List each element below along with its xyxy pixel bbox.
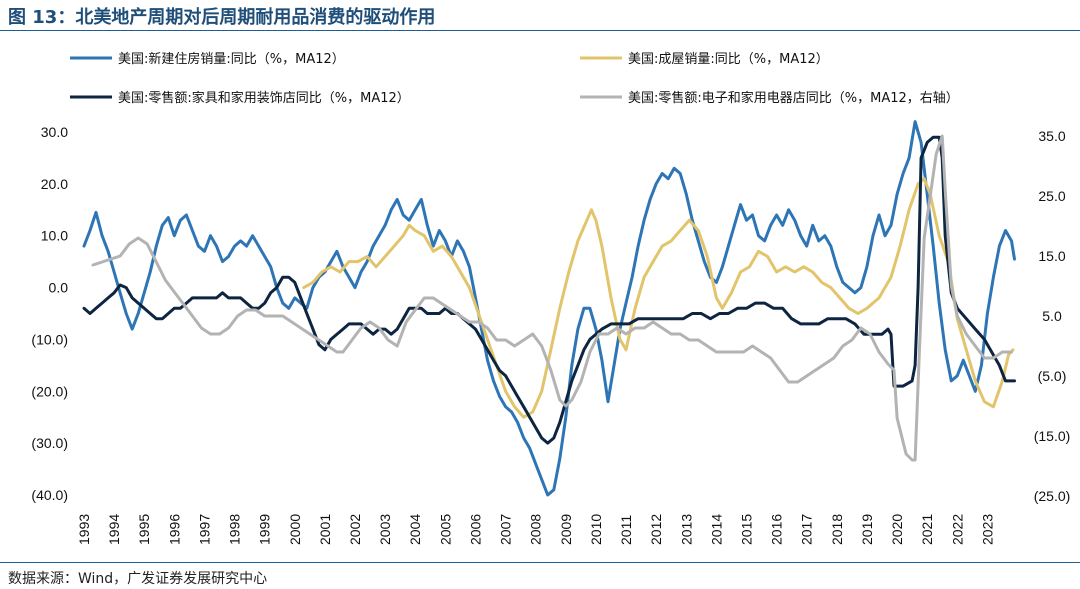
x-tick-label: 2003 (377, 514, 393, 545)
right-tick-label: 25.0 (1038, 188, 1065, 204)
series-line-3 (82, 135, 1016, 445)
x-tick-label: 2015 (738, 514, 754, 545)
left-tick-label: (40.0) (31, 487, 68, 503)
left-tick-label: (10.0) (31, 331, 68, 347)
source-rule (0, 562, 1080, 563)
x-tick-label: 2021 (919, 514, 935, 545)
right-tick-label: 35.0 (1038, 128, 1065, 144)
x-tick-label: 1998 (227, 514, 243, 545)
x-tick-label: 2023 (979, 514, 995, 545)
left-tick-label: (20.0) (31, 383, 68, 399)
series-line-4 (91, 134, 1013, 462)
x-tick-label: 2016 (769, 514, 785, 545)
x-tick-label: 1993 (76, 514, 92, 545)
left-tick-label: (30.0) (31, 435, 68, 451)
left-axis: 30.0 20.0 10.0 0.0 (10.0) (20.0) (30.0) (40.0) (31, 124, 68, 503)
left-tick-label: 0.0 (49, 280, 69, 296)
x-tick-label: 2019 (859, 514, 875, 545)
x-tick-label: 1995 (136, 514, 152, 545)
x-tick-label: 2011 (618, 515, 634, 545)
x-tick-label: 2017 (799, 514, 815, 545)
legend-label-2: 美国:成屋销量:同比（%，MA12） (628, 52, 829, 67)
left-tick-label: 10.0 (41, 228, 68, 244)
series-line-1 (82, 120, 1016, 497)
x-tick-label: 2013 (678, 514, 694, 545)
line-chart: 美国:新建住房销量:同比（%，MA12） 美国:成屋销量:同比（%，MA12） 美国… (31, 51, 1071, 545)
x-tick-label: 1997 (196, 514, 212, 545)
x-tick-label: 2001 (317, 514, 333, 545)
x-tick-label: 2008 (528, 514, 544, 545)
x-tick-label: 2018 (829, 514, 845, 545)
series-lines (82, 120, 1016, 497)
right-tick-label: (25.0) (1034, 488, 1071, 504)
legend-label-1: 美国:新建住房销量:同比（%，MA12） (118, 51, 345, 67)
title-rule (0, 0, 1080, 31)
x-tick-label: 1996 (166, 514, 182, 545)
x-tick-label: 2010 (588, 514, 604, 545)
source-note: 数据来源：Wind，广发证券发展研究中心 (8, 571, 268, 587)
x-tick-label: 2012 (648, 514, 664, 545)
x-tick-label: 2004 (407, 514, 423, 545)
right-tick-label: (15.0) (1034, 428, 1071, 444)
x-tick-label: 2006 (467, 514, 483, 545)
x-tick-label: 1999 (257, 514, 273, 545)
chart-legend: 美国:新建住房销量:同比（%，MA12） 美国:成屋销量:同比（%，MA12） 美国… (70, 51, 959, 106)
right-tick-label: 5.0 (1042, 308, 1062, 324)
left-tick-label: 30.0 (41, 124, 68, 140)
x-tick-label: 2005 (437, 514, 453, 545)
x-tick-label: 2020 (889, 514, 905, 545)
x-tick-label: 2009 (558, 514, 574, 545)
x-tick-label: 2002 (347, 514, 363, 545)
right-tick-label: (5.0) (1038, 368, 1067, 384)
right-axis: 35.0 25.0 15.0 5.0 (5.0) (15.0) (25.0) (1034, 128, 1071, 504)
figure-title: 图 13：北美地产周期对后周期耐用品消费的驱动作用 (8, 7, 436, 28)
x-tick-label: 2007 (498, 514, 514, 545)
series-line-2 (302, 177, 1015, 419)
x-tick-label: 1994 (106, 514, 122, 545)
legend-label-3: 美国:零售额:家具和家用装饰店同比（%，MA12） (118, 90, 410, 106)
legend-label-4: 美国:零售额:电子和家用电器店同比（%，MA12，右轴） (628, 90, 959, 106)
right-tick-label: 15.0 (1038, 248, 1065, 264)
x-tick-label: 2014 (708, 514, 724, 545)
left-tick-label: 20.0 (41, 176, 68, 192)
x-axis: 1993 1994 1995 1996 1997 1998 1999 2000 2001 2002… (76, 514, 995, 545)
x-tick-label: 2000 (287, 514, 303, 545)
x-tick-label: 2022 (949, 514, 965, 545)
